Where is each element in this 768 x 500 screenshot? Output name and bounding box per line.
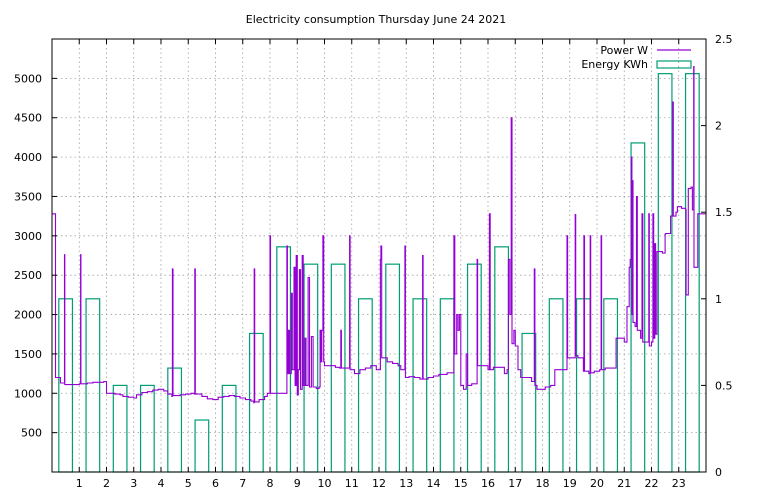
energy-bar xyxy=(58,298,74,473)
y-tick-label: 2500 xyxy=(14,269,42,282)
energy-bar xyxy=(221,384,237,473)
x-tick-label: 23 xyxy=(672,477,686,490)
x-tick-label: 7 xyxy=(239,477,246,490)
x-tick-label: 1 xyxy=(76,477,83,490)
x-tick-label: 18 xyxy=(536,477,550,490)
y-tick-label: 500 xyxy=(21,427,42,440)
power-line xyxy=(52,66,706,404)
energy-bar xyxy=(603,298,619,473)
x-tick-label: 20 xyxy=(590,477,604,490)
power-line-layer xyxy=(52,66,706,404)
x-tick-label: 3 xyxy=(130,477,137,490)
x-tick-label: 15 xyxy=(454,477,468,490)
energy-bar xyxy=(139,384,155,473)
x-tick-label: 16 xyxy=(481,477,495,490)
energy-bar xyxy=(466,263,482,473)
energy-bar xyxy=(385,263,401,473)
x-tick-label: 21 xyxy=(617,477,631,490)
energy-bar xyxy=(494,246,510,473)
legend-power-label: Power W xyxy=(600,44,648,57)
energy-bar xyxy=(657,73,673,473)
energy-bar xyxy=(85,298,101,473)
x-tick-label: 10 xyxy=(318,477,332,490)
x-tick-label: 17 xyxy=(508,477,522,490)
y2-tick-label: 0 xyxy=(715,466,722,479)
y-tick-label: 4000 xyxy=(14,151,42,164)
y2-tick-label: 2.5 xyxy=(715,33,733,46)
x-tick-label: 14 xyxy=(427,477,441,490)
x-tick-label: 4 xyxy=(158,477,165,490)
y-tick-label: 1000 xyxy=(14,387,42,400)
x-tick-label: 2 xyxy=(103,477,110,490)
chart-title: Electricity consumption Thursday June 24… xyxy=(246,13,506,26)
y2-tick-label: 2 xyxy=(715,120,722,133)
legend: Power W Energy KWh xyxy=(581,44,692,71)
energy-bar xyxy=(357,298,373,473)
x-tick-label: 5 xyxy=(185,477,192,490)
energy-bar xyxy=(194,419,210,473)
legend-energy-label: Energy KWh xyxy=(581,58,648,71)
x-tick-label: 11 xyxy=(345,477,359,490)
axis-ticks: 1 2 3 4 5 6 7 8 9 10 11 12 13 14 15 16 17 18 19 20 21 22 23500… xyxy=(14,33,733,490)
energy-bar xyxy=(412,298,428,473)
y-tick-label: 5000 xyxy=(14,72,42,85)
y-tick-label: 3500 xyxy=(14,190,42,203)
y2-tick-label: 0.5 xyxy=(715,379,733,392)
x-tick-label: 9 xyxy=(294,477,301,490)
energy-bar xyxy=(112,384,128,473)
y-tick-label: 4500 xyxy=(14,112,42,125)
energy-bar xyxy=(439,298,455,473)
energy-bars xyxy=(58,73,700,473)
y2-tick-label: 1.5 xyxy=(715,206,733,219)
x-tick-label: 22 xyxy=(645,477,659,490)
y-tick-label: 1500 xyxy=(14,348,42,361)
x-tick-label: 19 xyxy=(563,477,577,490)
y2-tick-label: 1 xyxy=(715,293,722,306)
y-tick-label: 2000 xyxy=(14,309,42,322)
x-tick-label: 6 xyxy=(212,477,219,490)
y-tick-label: 3000 xyxy=(14,230,42,243)
x-tick-label: 8 xyxy=(267,477,274,490)
x-tick-label: 13 xyxy=(399,477,413,490)
legend-energy-swatch xyxy=(656,60,692,69)
energy-bar xyxy=(167,367,183,473)
x-tick-label: 12 xyxy=(372,477,386,490)
energy-bar xyxy=(684,73,700,473)
energy-bar xyxy=(248,332,264,473)
grid-lines xyxy=(52,39,706,472)
